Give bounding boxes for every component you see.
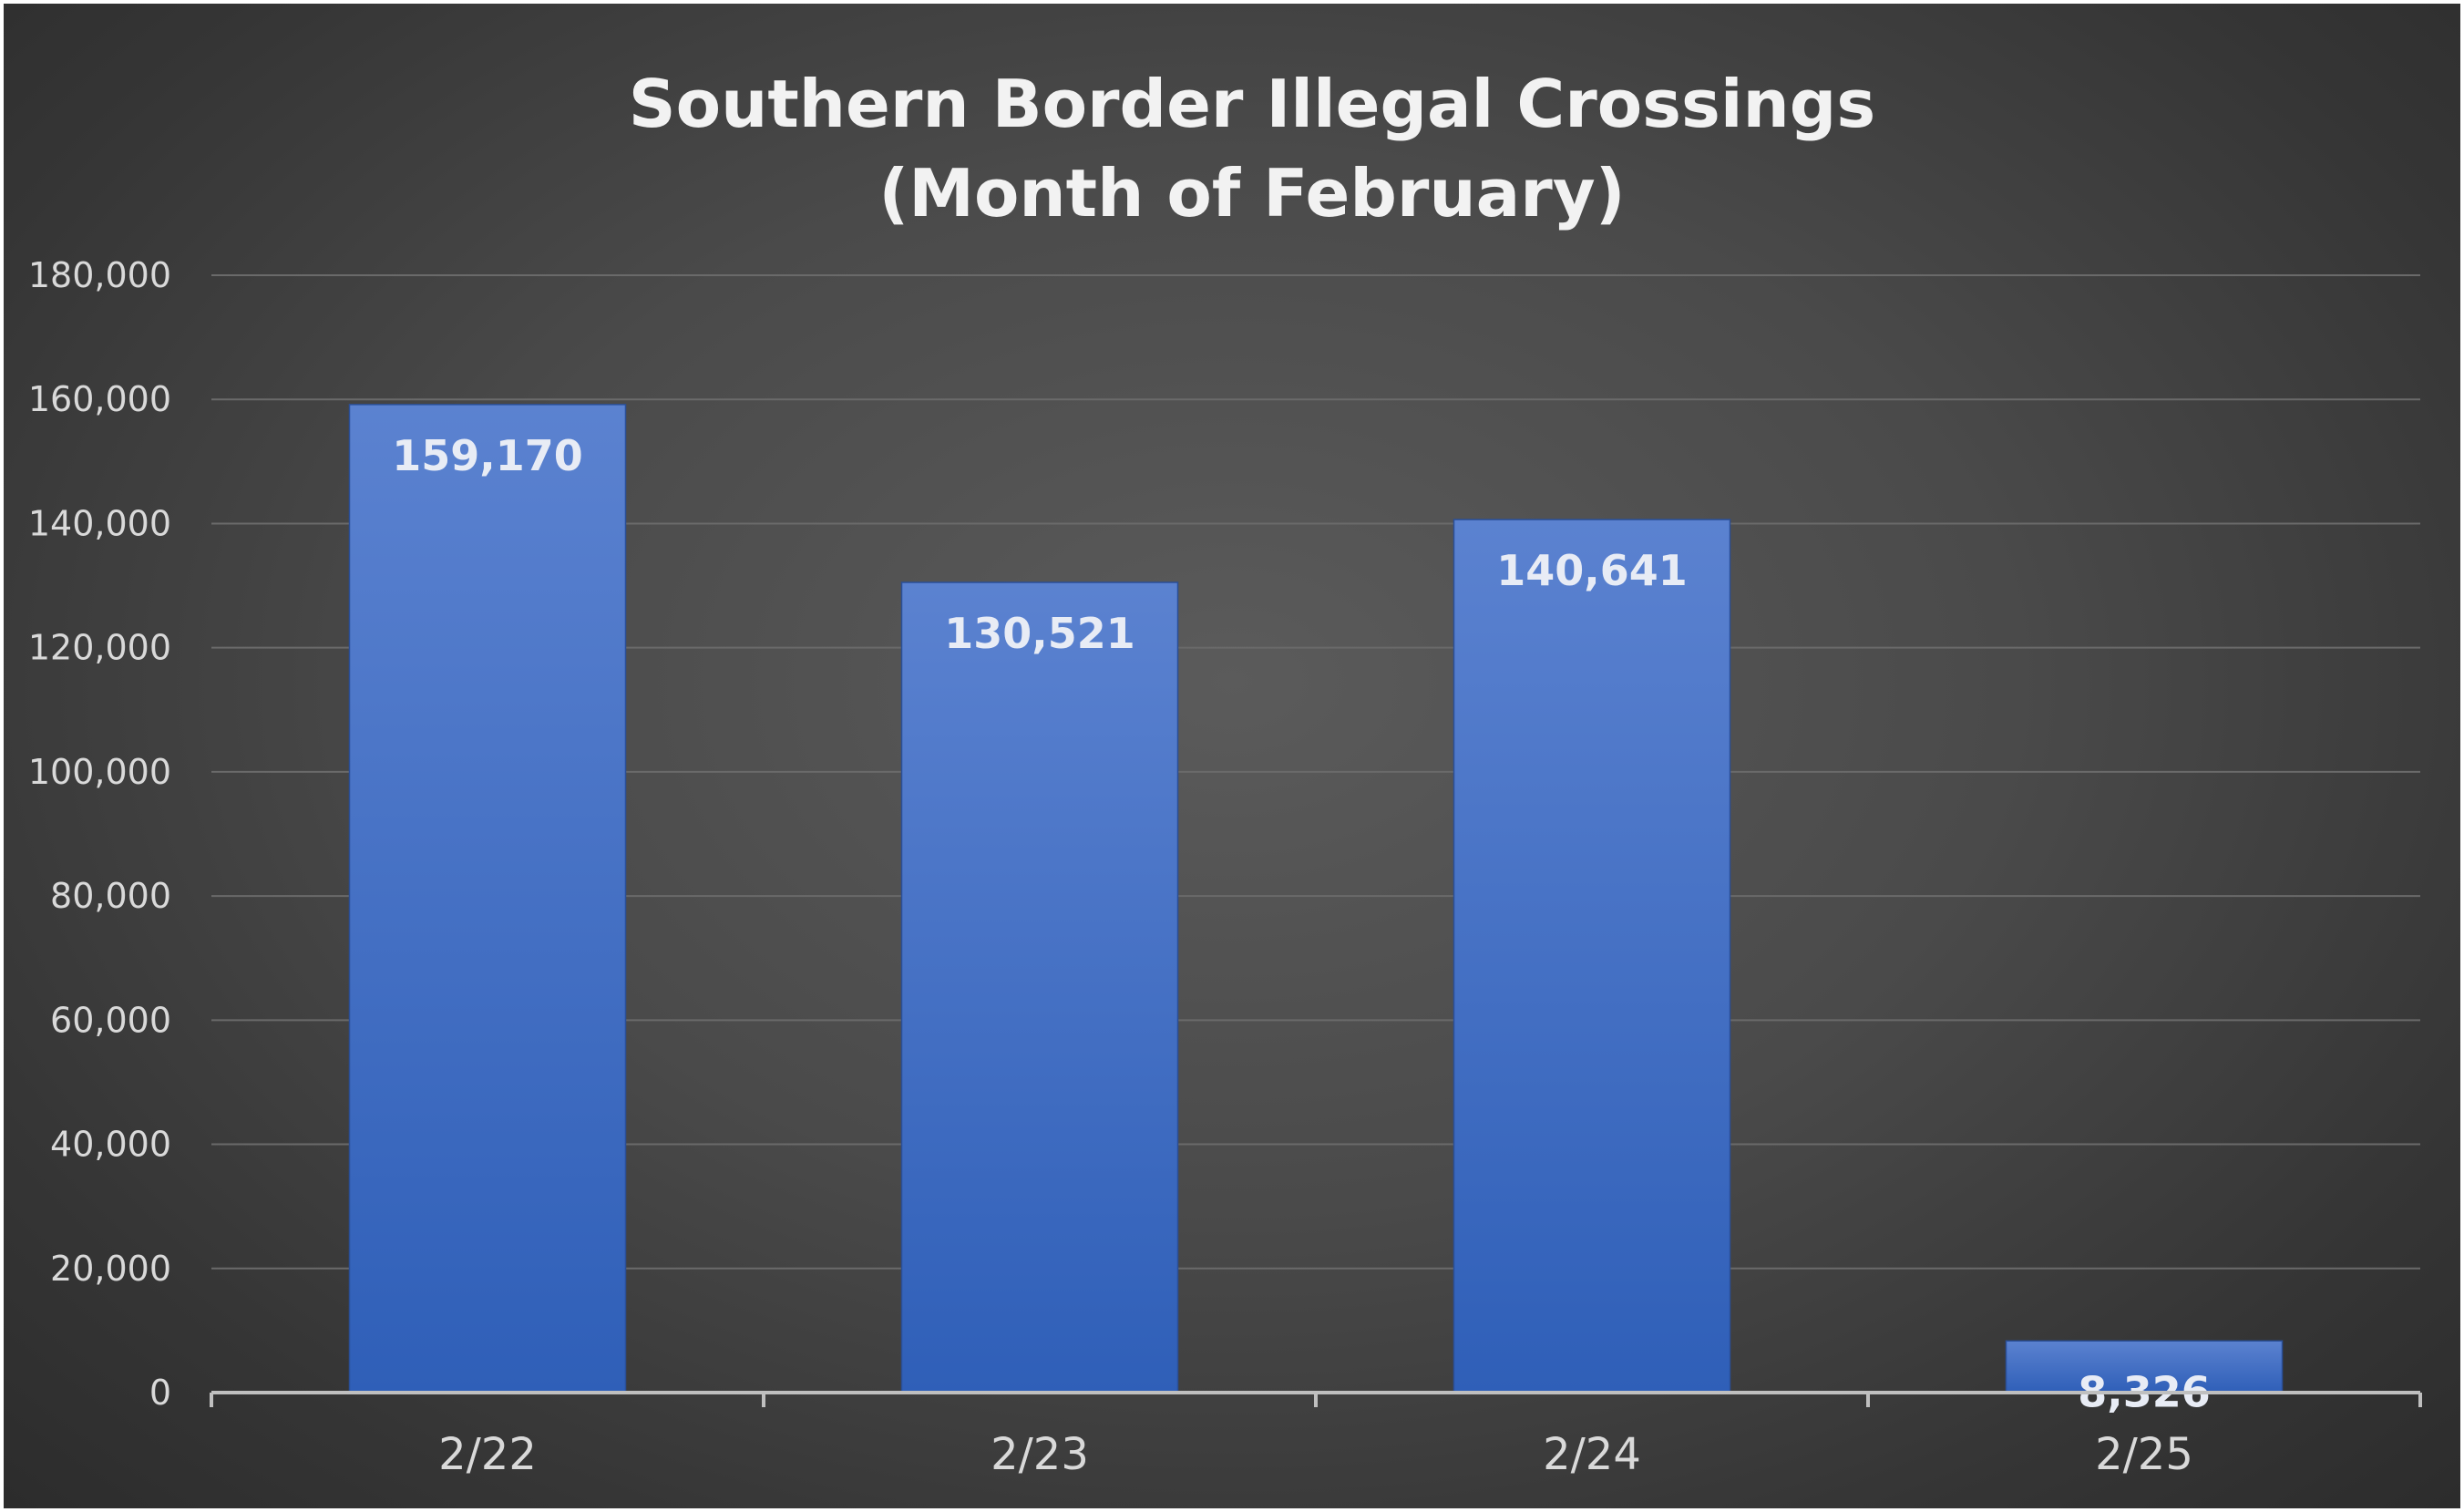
bar-value-label: 140,641 [1496,546,1688,595]
bar-chart: Southern Border Illegal Crossings (Month… [28,66,2422,1480]
chart-title-line-2: (Month of February) [878,155,1625,231]
x-category-label: 2/25 [2095,1429,2193,1480]
bar [1453,519,1731,1394]
x-category-label: 2/23 [991,1429,1089,1480]
x-axis-category-labels: 2/22 2/23 2/24 2/25 [438,1429,2193,1480]
chart-title-line-1: Southern Border Illegal Crossings [629,66,1875,142]
y-tick-label: 40,000 [50,1125,171,1165]
bar-value-label: 130,521 [944,609,1135,658]
y-tick-label: 160,000 [28,379,171,419]
chart-frame: Southern Border Illegal Crossings (Month… [4,4,2460,1508]
bars [348,404,2284,1394]
x-axis [210,1391,2422,1407]
y-tick-label: 100,000 [28,752,171,792]
y-tick-label: 80,000 [50,876,171,916]
y-tick-label: 60,000 [50,1000,171,1040]
bar [348,404,627,1394]
y-tick-label: 120,000 [28,628,171,668]
y-tick-label: 20,000 [50,1249,171,1289]
y-tick-label: 180,000 [28,255,171,295]
y-tick-label: 0 [149,1373,171,1413]
x-category-label: 2/24 [1543,1429,1641,1480]
bar [900,581,1179,1394]
x-category-label: 2/22 [438,1429,537,1480]
bar-value-label: 159,170 [392,431,583,480]
bar [2005,1340,2284,1394]
chart-title: Southern Border Illegal Crossings (Month… [629,66,1875,231]
y-tick-label: 140,000 [28,503,171,543]
y-axis-tick-labels: 0 20,000 40,000 60,000 80,000 100,000 120,000 1… [28,255,171,1413]
